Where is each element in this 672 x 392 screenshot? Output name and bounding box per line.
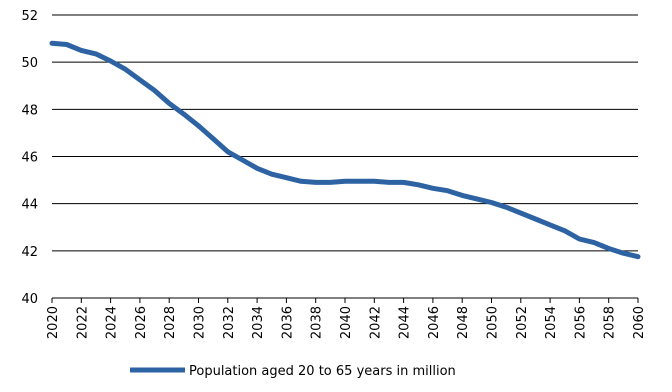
y-tick-label: 46 xyxy=(21,151,38,166)
x-tick-label: 2044 xyxy=(398,306,413,339)
x-tick-label: 2036 xyxy=(280,306,295,339)
x-tick-label: 2024 xyxy=(105,306,120,339)
y-tick-label: 50 xyxy=(21,56,38,71)
x-tick-label: 2038 xyxy=(310,306,325,339)
x-tick-label: 2032 xyxy=(222,306,237,339)
x-tick-label: 2040 xyxy=(339,306,354,339)
x-tick-label: 2056 xyxy=(573,306,588,339)
y-tick-label: 42 xyxy=(21,245,38,260)
y-tick-label: 40 xyxy=(21,292,38,307)
y-tick-label: 48 xyxy=(21,103,38,118)
x-tick-label: 2028 xyxy=(163,306,178,339)
x-tick-label: 2048 xyxy=(456,306,471,339)
x-tick-label: 2046 xyxy=(427,306,442,339)
x-tick-label: 2052 xyxy=(515,306,530,339)
legend: Population aged 20 to 65 years in millio… xyxy=(130,364,456,379)
x-tick-label: 2034 xyxy=(251,306,266,339)
x-tick-label: 2026 xyxy=(134,306,149,339)
x-tick-label: 2042 xyxy=(368,306,383,339)
y-tick-label: 44 xyxy=(21,198,38,213)
x-tick-label: 2060 xyxy=(632,306,647,339)
x-tick-label: 2030 xyxy=(193,306,208,339)
x-tick-label: 2054 xyxy=(544,306,559,339)
y-axis-ticks: 40 42 44 46 48 50 52 xyxy=(21,9,38,307)
gridlines xyxy=(52,14,638,299)
y-tick-label: 52 xyxy=(21,9,38,24)
x-tick-label: 2058 xyxy=(603,306,618,339)
x-tick-label: 2020 xyxy=(46,306,61,339)
x-tick-label: 2050 xyxy=(486,306,501,339)
series-group xyxy=(49,40,641,260)
x-axis-ticks: 2020 2022 2024 2026 2028 2030 2032 2034 2036 2038… xyxy=(46,298,647,339)
legend-label: Population aged 20 to 65 years in millio… xyxy=(189,364,456,379)
x-tick-label: 2022 xyxy=(75,306,90,339)
series-line xyxy=(49,40,641,260)
